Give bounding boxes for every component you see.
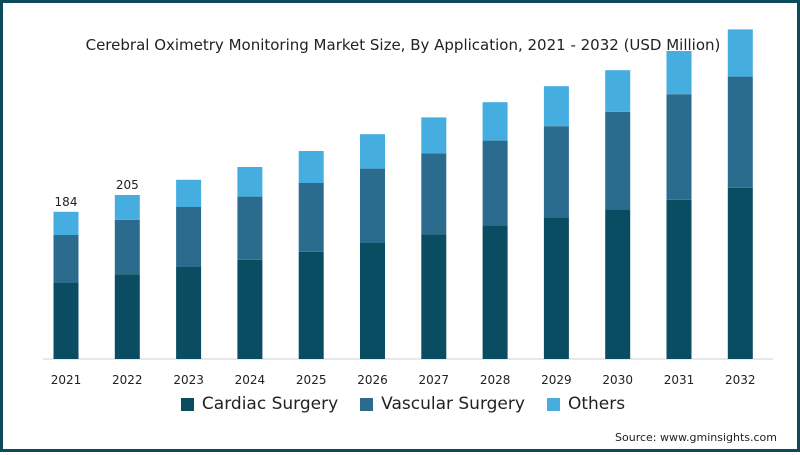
data-label: 205 [116, 178, 139, 192]
bar-2022-series-0 [114, 274, 140, 359]
legend-item: Vascular Surgery [360, 394, 525, 414]
bar-2028-series-2 [482, 102, 508, 141]
legend-swatch [546, 397, 560, 411]
bar-2030-series-2 [605, 70, 631, 112]
bar-2027-series-2 [421, 117, 447, 154]
bar-2029-series-0 [543, 217, 569, 359]
x-tick-label: 2028 [480, 373, 511, 387]
bar-2030-series-1 [605, 111, 631, 210]
bar-2024-series-1 [237, 196, 263, 260]
bar-2022-series-1 [114, 219, 140, 275]
legend-item: Cardiac Surgery [180, 394, 339, 414]
bar-2031-series-2 [666, 51, 692, 95]
bar-2032-series-2 [727, 29, 753, 77]
legend-label: Vascular Surgery [381, 394, 525, 414]
bar-2023-series-0 [176, 267, 202, 359]
bar-2023-series-1 [176, 207, 202, 267]
legend-label: Cardiac Surgery [201, 394, 339, 414]
x-tick-label: 2032 [725, 373, 756, 387]
legend: Cardiac Surgery Vascular Surgery Others [3, 394, 800, 414]
bar-2029-series-2 [543, 86, 569, 127]
x-tick-label: 2022 [112, 373, 143, 387]
bar-2023-series-2 [176, 179, 202, 207]
legend-label: Others [567, 394, 626, 414]
bar-2022-series-2 [114, 195, 140, 220]
bar-2025-series-1 [298, 183, 324, 252]
bar-2021-series-2 [53, 211, 79, 235]
legend-item: Others [546, 394, 626, 414]
x-tick-label: 2025 [296, 373, 327, 387]
x-tick-label: 2027 [419, 373, 450, 387]
bar-2028-series-0 [482, 225, 508, 359]
source-note: Source: www.gminsights.com [615, 431, 777, 444]
legend-swatch [360, 397, 374, 411]
x-tick-label: 2029 [541, 373, 572, 387]
bar-2032-series-1 [727, 76, 753, 188]
x-tick-label: 2030 [602, 373, 633, 387]
bar-2031-series-1 [666, 94, 692, 200]
bar-2030-series-0 [605, 209, 631, 359]
data-label: 184 [55, 195, 78, 209]
bar-2031-series-0 [666, 199, 692, 359]
bar-2024-series-2 [237, 167, 263, 197]
bar-2026-series-0 [360, 243, 385, 359]
x-tick-label: 2021 [51, 373, 82, 387]
x-tick-label: 2031 [664, 373, 695, 387]
bar-2025-series-0 [298, 251, 324, 359]
bar-2021-series-0 [53, 283, 79, 359]
bar-2025-series-2 [298, 151, 324, 183]
bar-2026-series-1 [360, 168, 385, 243]
legend-swatch [180, 397, 194, 411]
bar-2027-series-0 [421, 234, 447, 359]
x-tick-label: 2026 [357, 373, 388, 387]
bar-2032-series-0 [727, 187, 753, 359]
bar-2028-series-1 [482, 140, 508, 226]
bar-2026-series-2 [360, 134, 385, 169]
x-tick-label: 2023 [173, 373, 204, 387]
chart-title: Cerebral Oximetry Monitoring Market Size… [85, 36, 721, 54]
x-tick-label: 2024 [235, 373, 266, 387]
bar-2021-series-1 [53, 235, 79, 283]
bar-2027-series-1 [421, 153, 447, 235]
chart-plot: 2021 184 2022 205 2023 2024 2025 2026 2027 2028 20… [43, 29, 773, 387]
bar-2029-series-1 [543, 126, 569, 218]
bar-2024-series-0 [237, 259, 263, 359]
